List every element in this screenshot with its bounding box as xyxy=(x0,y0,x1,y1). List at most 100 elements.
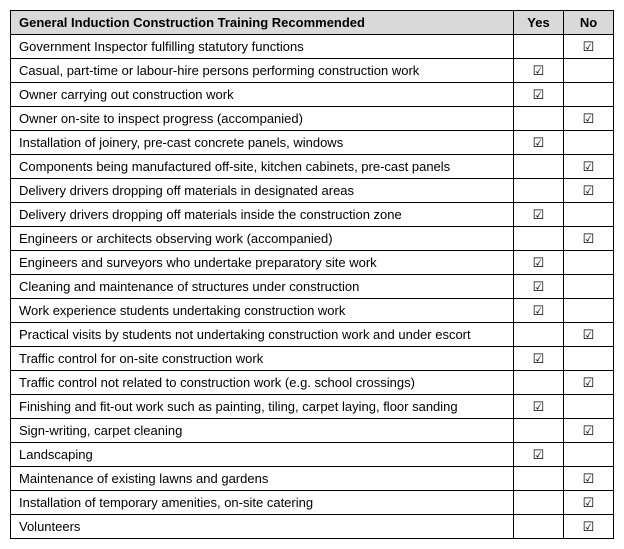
table-row: Installation of joinery, pre-cast concre… xyxy=(11,131,614,155)
row-no-cell xyxy=(564,395,614,419)
row-no-cell xyxy=(564,203,614,227)
checked-box-icon: ☑ xyxy=(533,135,545,150)
table-row: Practical visits by students not underta… xyxy=(11,323,614,347)
row-yes-cell: ☑ xyxy=(514,299,564,323)
table-row: Work experience students undertaking con… xyxy=(11,299,614,323)
row-no-cell xyxy=(564,299,614,323)
training-recommendation-table: General Induction Construction Training … xyxy=(10,10,614,539)
row-yes-cell xyxy=(514,35,564,59)
table-row: Sign-writing, carpet cleaning ☑ xyxy=(11,419,614,443)
row-description: Engineers and surveyors who undertake pr… xyxy=(11,251,514,275)
row-no-cell: ☑ xyxy=(564,491,614,515)
row-description: Components being manufactured off-site, … xyxy=(11,155,514,179)
header-no: No xyxy=(564,11,614,35)
checked-box-icon: ☑ xyxy=(533,63,545,78)
row-yes-cell: ☑ xyxy=(514,59,564,83)
row-description: Traffic control for on-site construction… xyxy=(11,347,514,371)
table-row: Delivery drivers dropping off materials … xyxy=(11,179,614,203)
row-yes-cell: ☑ xyxy=(514,443,564,467)
row-description: Casual, part-time or labour-hire persons… xyxy=(11,59,514,83)
checked-box-icon: ☑ xyxy=(583,183,595,198)
row-no-cell xyxy=(564,275,614,299)
row-no-cell xyxy=(564,251,614,275)
checked-box-icon: ☑ xyxy=(583,495,595,510)
checked-box-icon: ☑ xyxy=(583,423,595,438)
row-no-cell xyxy=(564,443,614,467)
row-no-cell: ☑ xyxy=(564,515,614,539)
table-row: Components being manufactured off-site, … xyxy=(11,155,614,179)
table-row: Delivery drivers dropping off materials … xyxy=(11,203,614,227)
table-header-row: General Induction Construction Training … xyxy=(11,11,614,35)
row-description: Government Inspector fulfilling statutor… xyxy=(11,35,514,59)
table-row: Volunteers ☑ xyxy=(11,515,614,539)
row-description: Traffic control not related to construct… xyxy=(11,371,514,395)
checked-box-icon: ☑ xyxy=(583,327,595,342)
row-yes-cell: ☑ xyxy=(514,203,564,227)
table-row: Installation of temporary amenities, on-… xyxy=(11,491,614,515)
row-description: Cleaning and maintenance of structures u… xyxy=(11,275,514,299)
row-yes-cell: ☑ xyxy=(514,131,564,155)
row-description: Delivery drivers dropping off materials … xyxy=(11,179,514,203)
row-no-cell: ☑ xyxy=(564,179,614,203)
row-description: Owner on-site to inspect progress (accom… xyxy=(11,107,514,131)
row-yes-cell xyxy=(514,179,564,203)
row-description: Engineers or architects observing work (… xyxy=(11,227,514,251)
checked-box-icon: ☑ xyxy=(533,399,545,414)
row-no-cell xyxy=(564,59,614,83)
checked-box-icon: ☑ xyxy=(533,351,545,366)
row-description: Installation of joinery, pre-cast concre… xyxy=(11,131,514,155)
row-description: Owner carrying out construction work xyxy=(11,83,514,107)
row-no-cell xyxy=(564,131,614,155)
checked-box-icon: ☑ xyxy=(583,519,595,534)
checked-box-icon: ☑ xyxy=(583,231,595,246)
row-no-cell: ☑ xyxy=(564,35,614,59)
row-description: Delivery drivers dropping off materials … xyxy=(11,203,514,227)
row-no-cell: ☑ xyxy=(564,371,614,395)
table-row: Government Inspector fulfilling statutor… xyxy=(11,35,614,59)
row-no-cell: ☑ xyxy=(564,323,614,347)
table-row: Owner on-site to inspect progress (accom… xyxy=(11,107,614,131)
checked-box-icon: ☑ xyxy=(533,279,545,294)
row-yes-cell xyxy=(514,323,564,347)
row-yes-cell: ☑ xyxy=(514,395,564,419)
row-no-cell: ☑ xyxy=(564,155,614,179)
row-yes-cell: ☑ xyxy=(514,251,564,275)
row-yes-cell xyxy=(514,227,564,251)
row-description: Practical visits by students not underta… xyxy=(11,323,514,347)
checked-box-icon: ☑ xyxy=(583,471,595,486)
table-row: Traffic control for on-site construction… xyxy=(11,347,614,371)
row-description: Maintenance of existing lawns and garden… xyxy=(11,467,514,491)
row-no-cell: ☑ xyxy=(564,227,614,251)
row-description: Work experience students undertaking con… xyxy=(11,299,514,323)
row-yes-cell: ☑ xyxy=(514,275,564,299)
table-row: Casual, part-time or labour-hire persons… xyxy=(11,59,614,83)
row-yes-cell xyxy=(514,155,564,179)
row-no-cell: ☑ xyxy=(564,467,614,491)
row-no-cell xyxy=(564,347,614,371)
row-yes-cell xyxy=(514,515,564,539)
row-description: Landscaping xyxy=(11,443,514,467)
header-yes: Yes xyxy=(514,11,564,35)
table-row: Finishing and fit-out work such as paint… xyxy=(11,395,614,419)
checked-box-icon: ☑ xyxy=(583,375,595,390)
row-description: Sign-writing, carpet cleaning xyxy=(11,419,514,443)
row-description: Installation of temporary amenities, on-… xyxy=(11,491,514,515)
row-description: Volunteers xyxy=(11,515,514,539)
row-description: Finishing and fit-out work such as paint… xyxy=(11,395,514,419)
checked-box-icon: ☑ xyxy=(533,207,545,222)
row-yes-cell xyxy=(514,467,564,491)
table-row: Engineers and surveyors who undertake pr… xyxy=(11,251,614,275)
row-yes-cell xyxy=(514,107,564,131)
checked-box-icon: ☑ xyxy=(533,303,545,318)
row-yes-cell: ☑ xyxy=(514,347,564,371)
row-no-cell: ☑ xyxy=(564,419,614,443)
table-row: Owner carrying out construction work☑ xyxy=(11,83,614,107)
checked-box-icon: ☑ xyxy=(533,255,545,270)
row-no-cell: ☑ xyxy=(564,107,614,131)
row-yes-cell: ☑ xyxy=(514,83,564,107)
checked-box-icon: ☑ xyxy=(583,159,595,174)
row-no-cell xyxy=(564,83,614,107)
table-row: Traffic control not related to construct… xyxy=(11,371,614,395)
checked-box-icon: ☑ xyxy=(583,39,595,54)
table-row: Engineers or architects observing work (… xyxy=(11,227,614,251)
